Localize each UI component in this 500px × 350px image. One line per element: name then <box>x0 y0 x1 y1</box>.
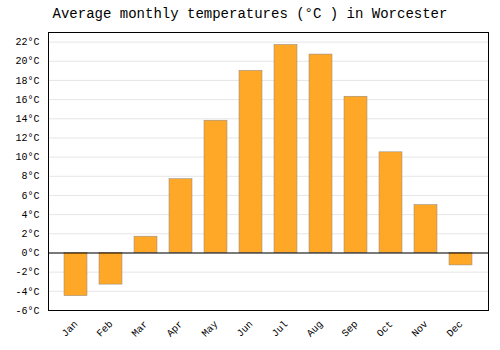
svg-text:0°C: 0°C <box>21 248 39 259</box>
svg-text:-2°C: -2°C <box>15 267 39 278</box>
svg-text:-4°C: -4°C <box>15 287 39 298</box>
svg-text:10°C: 10°C <box>15 152 39 163</box>
svg-text:Dec: Dec <box>445 319 466 340</box>
svg-text:Apr: Apr <box>165 319 186 340</box>
svg-text:Sep: Sep <box>340 319 361 340</box>
svg-text:Oct: Oct <box>375 319 396 340</box>
svg-text:Aug: Aug <box>305 319 326 340</box>
svg-text:22°C: 22°C <box>15 37 39 48</box>
svg-text:-6°C: -6°C <box>15 306 39 317</box>
svg-text:20°C: 20°C <box>15 56 39 67</box>
svg-text:16°C: 16°C <box>15 95 39 106</box>
html-text:Average monthly temperatures (: Average monthly temperatures (°C ) in Wo… <box>52 6 448 22</box>
svg-text:6°C: 6°C <box>21 191 39 202</box>
svg-text:May: May <box>200 319 221 340</box>
svg-text:4°C: 4°C <box>21 210 39 221</box>
svg-text:18°C: 18°C <box>15 76 39 87</box>
svg-text:8°C: 8°C <box>21 171 39 182</box>
svg-text:Feb: Feb <box>95 319 116 340</box>
svg-text:Mar: Mar <box>130 319 151 340</box>
svg-text:Nov: Nov <box>410 319 431 340</box>
svg-text:2°C: 2°C <box>21 229 39 240</box>
svg-text:14°C: 14°C <box>15 114 39 125</box>
svg-text:Jun: Jun <box>235 319 256 340</box>
svg-text:12°C: 12°C <box>15 133 39 144</box>
svg-text:Jan: Jan <box>60 319 81 340</box>
svg-text:Jul: Jul <box>270 319 291 340</box>
